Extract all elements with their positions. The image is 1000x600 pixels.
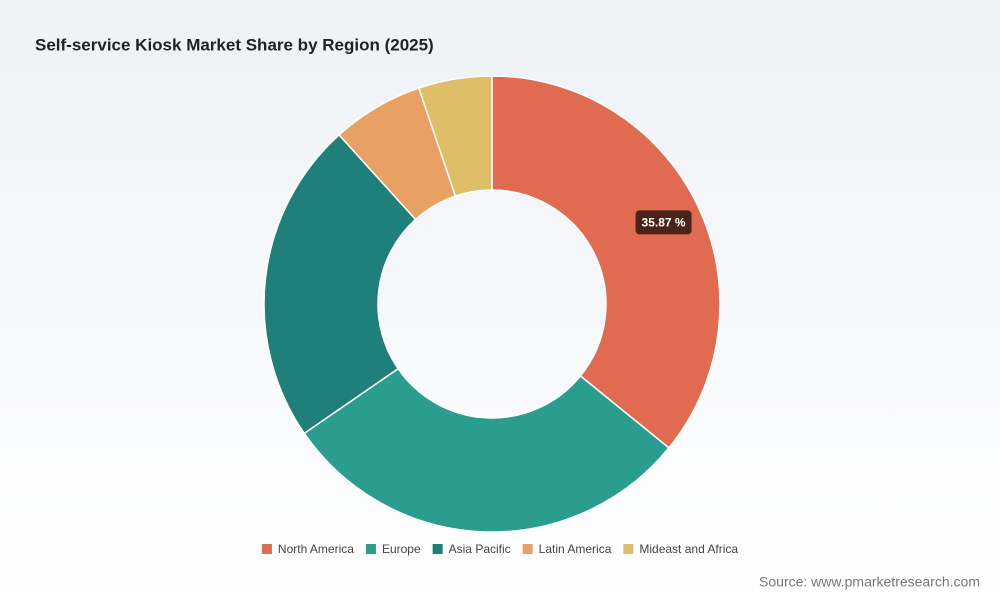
legend: North America Europe Asia Pacific Latin Ame…: [261, 542, 738, 556]
legend-swatch: [365, 544, 376, 554]
value-label: 35.87 %: [635, 210, 692, 235]
source: Source: www.pmarketresearch.com: [759, 574, 980, 590]
legend-item: Europe: [365, 542, 421, 556]
legend-item: Latin America: [522, 542, 612, 556]
value-label-text: 35.87 %: [642, 216, 686, 230]
slice: [303, 367, 670, 533]
slice: [491, 75, 721, 449]
legend-item: North America: [261, 542, 354, 556]
legend-swatch: [522, 544, 533, 554]
legend-label: Mideast and Africa: [639, 542, 738, 556]
legend-item: Mideast and Africa: [623, 542, 738, 556]
legend-label: North America: [278, 542, 354, 556]
slice: [417, 75, 493, 197]
value-label-box: [635, 210, 692, 235]
legend-swatch: [623, 544, 634, 554]
chart-title: Self-service Kiosk Market Share by Regio…: [35, 35, 434, 54]
slice: [263, 133, 417, 435]
legend-label: Asia Pacific: [449, 542, 511, 556]
legend-label: Latin America: [539, 542, 612, 556]
legend-item: Asia Pacific: [432, 542, 511, 556]
legend-label: Europe: [382, 542, 421, 556]
legend-swatch: [261, 544, 272, 554]
legend-swatch: [432, 544, 443, 554]
